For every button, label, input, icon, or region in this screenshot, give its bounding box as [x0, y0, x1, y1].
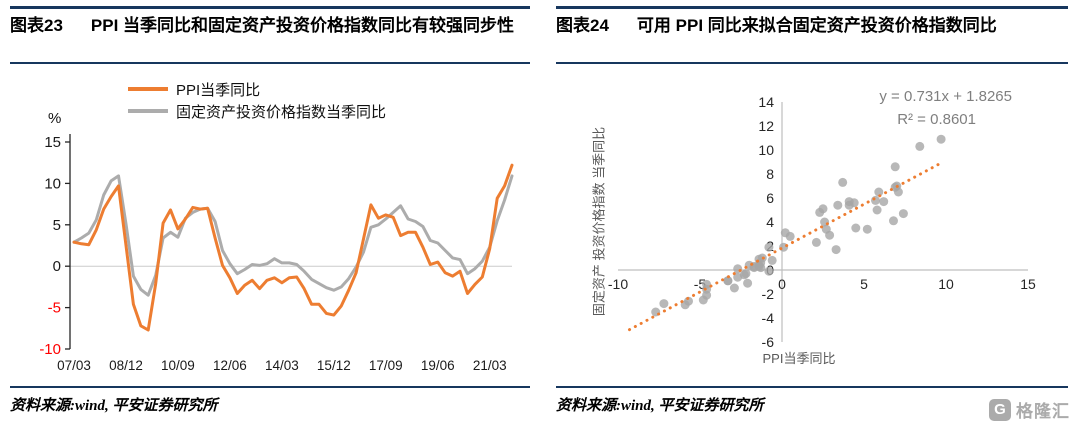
ppi-legend-label: PPI当季同比	[176, 81, 261, 99]
svg-text:8: 8	[766, 166, 774, 182]
figure-23-source: 资料来源:wind, 平安证券研究所	[10, 386, 530, 419]
svg-text:10: 10	[938, 276, 954, 292]
gelonghui-logo-text: 格隆汇	[1016, 402, 1070, 421]
figure-23-caption: PPI 当季同比和固定资产投资价格指数同比有较强同步性	[90, 16, 515, 35]
svg-text:-6: -6	[762, 334, 775, 350]
figure-23-title: 图表23 PPI 当季同比和固定资产投资价格指数同比有较强同步性	[10, 6, 530, 64]
gelonghui-watermark: G 格隆汇	[989, 397, 1070, 422]
line-chart-area: PPI当季同比 固定资产投资价格指数当季同比 % 15 10 5 0 -5 -10 07/0…	[10, 64, 530, 386]
svg-text:-10: -10	[39, 341, 61, 358]
svg-text:-5: -5	[48, 300, 61, 317]
svg-text:07/03: 07/03	[57, 358, 91, 373]
svg-text:10: 10	[44, 175, 61, 192]
svg-text:15: 15	[44, 134, 61, 151]
figure-24-panel: 图表24 可用 PPI 同比来拟合固定资产投资价格指数同比 y = 0.731x …	[556, 6, 1068, 419]
svg-text:4: 4	[766, 214, 774, 230]
svg-text:14: 14	[758, 94, 774, 110]
svg-text:10/09: 10/09	[161, 358, 195, 373]
svg-text:10: 10	[758, 142, 774, 158]
svg-text:12: 12	[758, 118, 774, 134]
svg-text:6: 6	[766, 190, 774, 206]
svg-text:-4: -4	[762, 310, 775, 326]
svg-text:-10: -10	[608, 276, 628, 292]
svg-text:5: 5	[860, 276, 868, 292]
svg-text:5: 5	[53, 217, 61, 234]
trendline-equation: y = 0.731x + 1.8265	[879, 88, 1012, 105]
gelonghui-logo-icon: G	[989, 398, 1011, 421]
fai-legend-label: 固定资产投资价格指数当季同比	[176, 103, 387, 121]
r-squared-value: R² = 0.8601	[897, 111, 976, 128]
fai-line-swatch	[128, 109, 168, 113]
ppi-line-swatch	[128, 87, 168, 91]
y-axis-unit-label: %	[48, 110, 62, 127]
line-chart-legend: PPI当季同比 固定资产投资价格指数当季同比	[128, 78, 386, 122]
scatter-chart-area: y = 0.731x + 1.8265 R² = 0.8601 固定资产 投资价…	[556, 64, 1068, 386]
figure-24-title: 图表24 可用 PPI 同比来拟合固定资产投资价格指数同比	[556, 6, 1068, 64]
svg-text:0: 0	[778, 276, 786, 292]
figure-24-number: 图表24	[556, 16, 609, 35]
legend-item-ppi: PPI当季同比	[128, 78, 386, 100]
figure-23-number: 图表23	[10, 16, 63, 35]
legend-item-fai: 固定资产投资价格指数当季同比	[128, 100, 386, 122]
figure-24-source: 资料来源:wind, 平安证券研究所	[556, 386, 1068, 419]
svg-text:19/06: 19/06	[421, 358, 455, 373]
figure-23-panel: 图表23 PPI 当季同比和固定资产投资价格指数同比有较强同步性 PPI当季同比 …	[10, 6, 530, 419]
svg-text:12/06: 12/06	[213, 358, 247, 373]
svg-text:14/03: 14/03	[265, 358, 299, 373]
svg-text:15: 15	[1020, 276, 1036, 292]
svg-text:17/09: 17/09	[369, 358, 403, 373]
svg-text:21/03: 21/03	[473, 358, 507, 373]
figure-24-caption: 可用 PPI 同比来拟合固定资产投资价格指数同比	[636, 16, 997, 35]
scatter-x-axis-title: PPI当季同比	[762, 351, 836, 366]
svg-text:0: 0	[53, 258, 61, 275]
svg-text:08/12: 08/12	[109, 358, 143, 373]
svg-text:15/12: 15/12	[317, 358, 351, 373]
svg-text:-2: -2	[762, 286, 775, 302]
